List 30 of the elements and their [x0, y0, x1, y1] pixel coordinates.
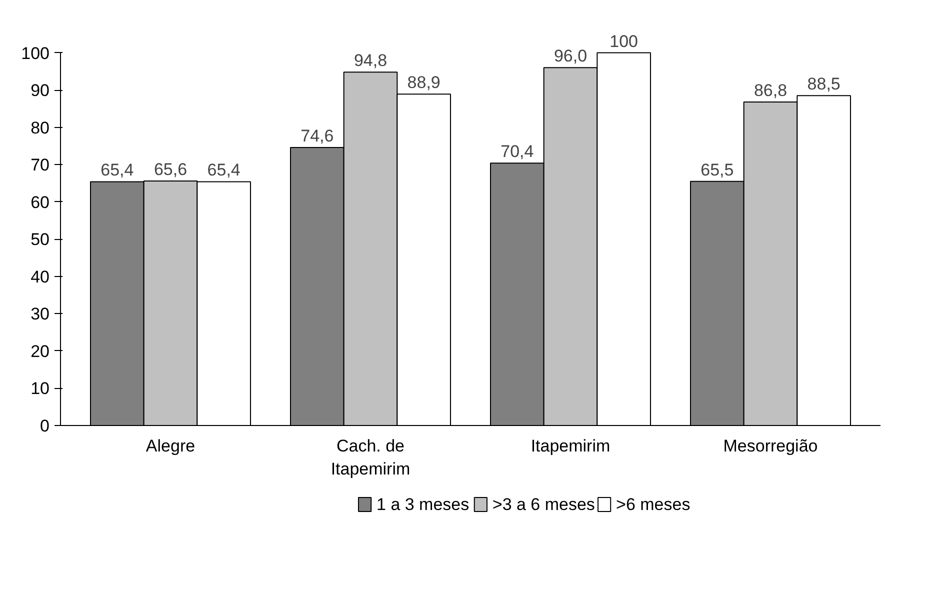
- x-tick-label: Alegre: [146, 436, 196, 456]
- data-label: 94,8: [354, 51, 388, 70]
- data-label: 65,4: [207, 160, 240, 180]
- y-tick-label: 100: [21, 44, 50, 63]
- x-tick-label: Itapemirim: [530, 436, 610, 456]
- data-label: 65,5: [700, 160, 734, 180]
- data-label: 65,6: [154, 160, 188, 179]
- y-tick-label: 80: [30, 118, 50, 138]
- data-label: 96,0: [554, 46, 588, 66]
- x-tick-label: Mesorregião: [723, 436, 818, 456]
- y-tick-label: 40: [30, 267, 50, 286]
- y-tick-label: 30: [30, 304, 50, 324]
- data-label: 88,9: [407, 73, 440, 92]
- y-tick-label: 70: [30, 156, 50, 175]
- data-label: 65,4: [100, 160, 134, 180]
- y-tick-label: 0: [40, 416, 50, 436]
- y-tick-label: 50: [30, 230, 50, 250]
- y-tick-label: 60: [30, 192, 50, 212]
- y-tick-label: 10: [30, 379, 50, 398]
- data-label: 88,5: [807, 74, 840, 94]
- legend-label: >3 a 6 meses: [492, 495, 595, 514]
- x-tick-label: Cach. de Itapemirim: [330, 436, 410, 478]
- data-label: 74,6: [300, 126, 334, 146]
- y-tick-label: 20: [30, 342, 50, 361]
- data-label: 70,4: [500, 142, 534, 162]
- data-label: 100: [610, 32, 638, 51]
- y-tick-label: 90: [30, 81, 50, 100]
- data-label: 86,8: [754, 80, 788, 100]
- legend-label: 1 a 3 meses: [376, 495, 470, 514]
- legend-label: >6 meses: [616, 495, 690, 514]
